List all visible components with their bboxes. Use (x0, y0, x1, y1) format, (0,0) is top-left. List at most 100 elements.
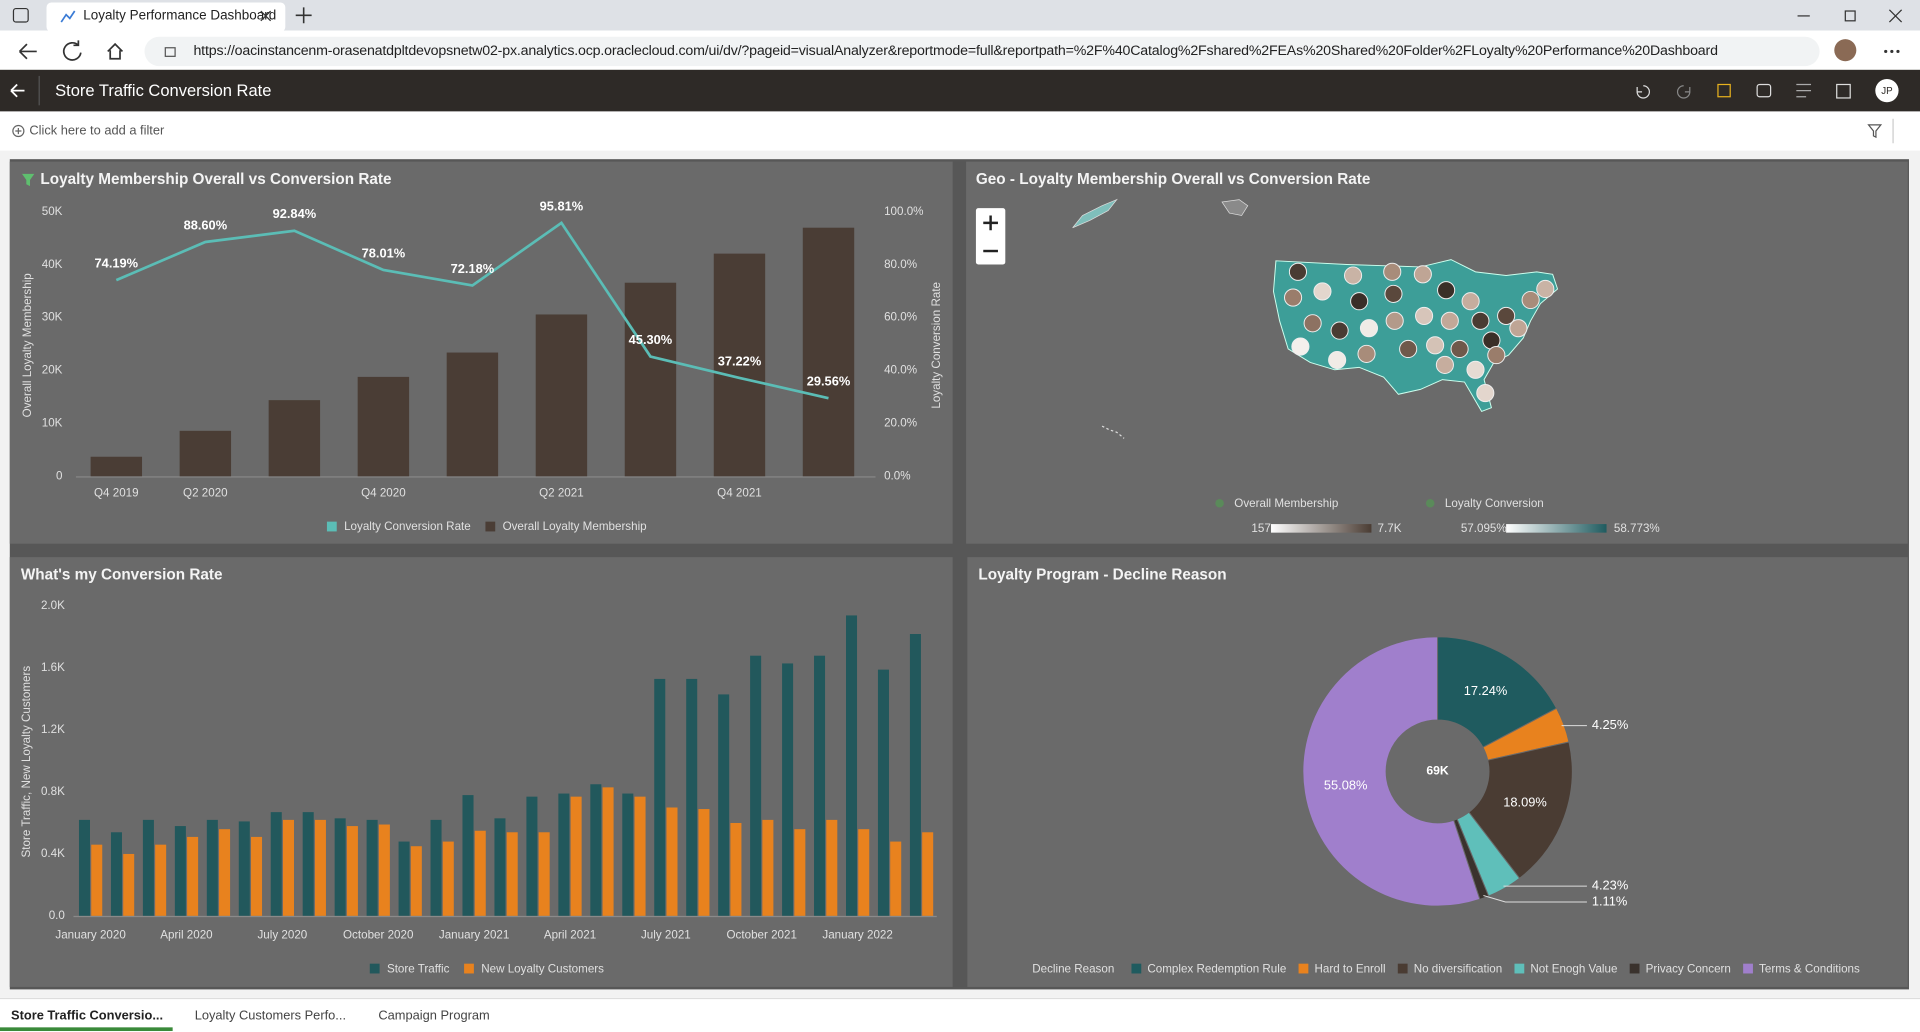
home-button[interactable] (107, 42, 124, 60)
map-bubble (1471, 311, 1490, 330)
bar (506, 832, 518, 916)
bar (877, 669, 889, 916)
legend-max: 58.773% (1614, 522, 1660, 535)
canvas-tab[interactable]: Campaign Program (378, 1008, 489, 1023)
bar (624, 282, 677, 477)
active-tab[interactable] (46, 2, 286, 32)
filter-icon[interactable] (1867, 124, 1883, 139)
bar (474, 830, 486, 916)
legend-dot (1215, 498, 1224, 508)
back-button[interactable] (18, 43, 37, 60)
y2-tick-label: 0.0% (884, 469, 911, 482)
bar (346, 826, 358, 916)
map-bubble (1359, 319, 1379, 338)
map-bubbles (1284, 262, 1555, 403)
address-field[interactable] (144, 36, 1820, 67)
new-tab[interactable] (295, 7, 312, 24)
legend-label: No diversification (1414, 962, 1503, 975)
bar (91, 844, 103, 916)
x-tick-label: April 2021 (544, 929, 596, 942)
data-label: 45.30% (629, 332, 673, 347)
bar (922, 832, 934, 916)
y-tick-label: 40K (42, 258, 63, 271)
legend-swatch (464, 963, 474, 974)
tab-close[interactable] (260, 10, 272, 22)
legend-min: 157 (1251, 522, 1270, 535)
panel-title: Loyalty Program - Decline Reason (978, 567, 1226, 584)
bar (666, 807, 678, 916)
restore[interactable] (1844, 10, 1856, 22)
notes[interactable] (1796, 83, 1812, 98)
y-tick-label: 20K (42, 364, 63, 377)
filter-hint[interactable]: Click here to add a filter (29, 122, 165, 137)
map-bubble (1284, 288, 1303, 307)
user-avatar[interactable] (1875, 78, 1899, 103)
reload-button[interactable] (62, 40, 82, 61)
data-icon[interactable] (1756, 83, 1772, 98)
x-tick-label: July 2021 (641, 929, 691, 942)
map-bubble (1476, 384, 1495, 403)
bar (110, 832, 122, 916)
bar (430, 819, 442, 916)
map-bubble (1440, 311, 1459, 330)
redo[interactable] (1676, 85, 1691, 99)
data-label: 1.11% (1592, 893, 1627, 908)
add-filter-icon[interactable] (12, 124, 25, 138)
add-filter-plus (15, 127, 22, 135)
legend-label: Complex Redemption Rule (1147, 962, 1286, 975)
bar (826, 819, 838, 916)
color-scale (1271, 524, 1372, 533)
bar (570, 796, 582, 916)
bar (314, 819, 326, 916)
tab-actions[interactable] (12, 7, 29, 23)
app-title: Store Traffic Conversion Rate (55, 81, 271, 100)
bar (909, 634, 921, 916)
bar (558, 793, 570, 916)
color-scale (1506, 524, 1607, 533)
bar (357, 376, 410, 477)
y-tick-label: 0 (56, 469, 63, 482)
profile-avatar[interactable] (1834, 39, 1857, 62)
legend-swatch (485, 521, 496, 532)
legend-label: Overall Membership (1234, 497, 1338, 510)
data-label: 18.09% (1503, 795, 1547, 810)
bar (698, 809, 710, 916)
y-tick-label: 0.4K (41, 847, 65, 860)
map-bubble (1350, 292, 1369, 311)
canvas-tab[interactable]: Store Traffic Conversio... (11, 1008, 163, 1023)
bar (206, 819, 218, 916)
data-label: 95.81% (540, 198, 584, 213)
app-back[interactable] (10, 83, 25, 98)
map-bubble (1385, 311, 1404, 330)
data-label: 17.24% (1464, 683, 1508, 698)
bar (334, 818, 346, 916)
map-bubble (1383, 262, 1402, 281)
y-tick-label: 0.8K (41, 785, 65, 798)
data-label: 4.23% (1592, 877, 1628, 892)
present[interactable] (1836, 83, 1851, 99)
menu-dot[interactable] (1890, 49, 1894, 54)
x-tick-label: October 2020 (343, 929, 414, 942)
bar (187, 836, 199, 916)
close-window[interactable] (1888, 9, 1903, 23)
y-tick-label: 50K (42, 205, 63, 218)
map-alaska (1072, 198, 1118, 229)
undo[interactable] (1636, 85, 1650, 99)
map-bubble (1313, 282, 1332, 301)
map-region (1221, 199, 1249, 216)
canvas-tab[interactable]: Loyalty Customers Perfo... (195, 1008, 346, 1023)
x-tick-label: January 2020 (55, 929, 126, 942)
menu-dot[interactable] (1896, 49, 1900, 54)
map-bubble (1536, 279, 1555, 299)
bar (686, 678, 698, 916)
bar (602, 787, 614, 916)
bar (846, 615, 858, 916)
menu-dot[interactable] (1884, 49, 1888, 54)
pie-slice (1302, 636, 1481, 907)
bar (794, 829, 806, 916)
edit[interactable] (1717, 83, 1731, 98)
bar (366, 819, 378, 916)
bar (410, 846, 422, 916)
zoom-in[interactable] (983, 215, 998, 231)
